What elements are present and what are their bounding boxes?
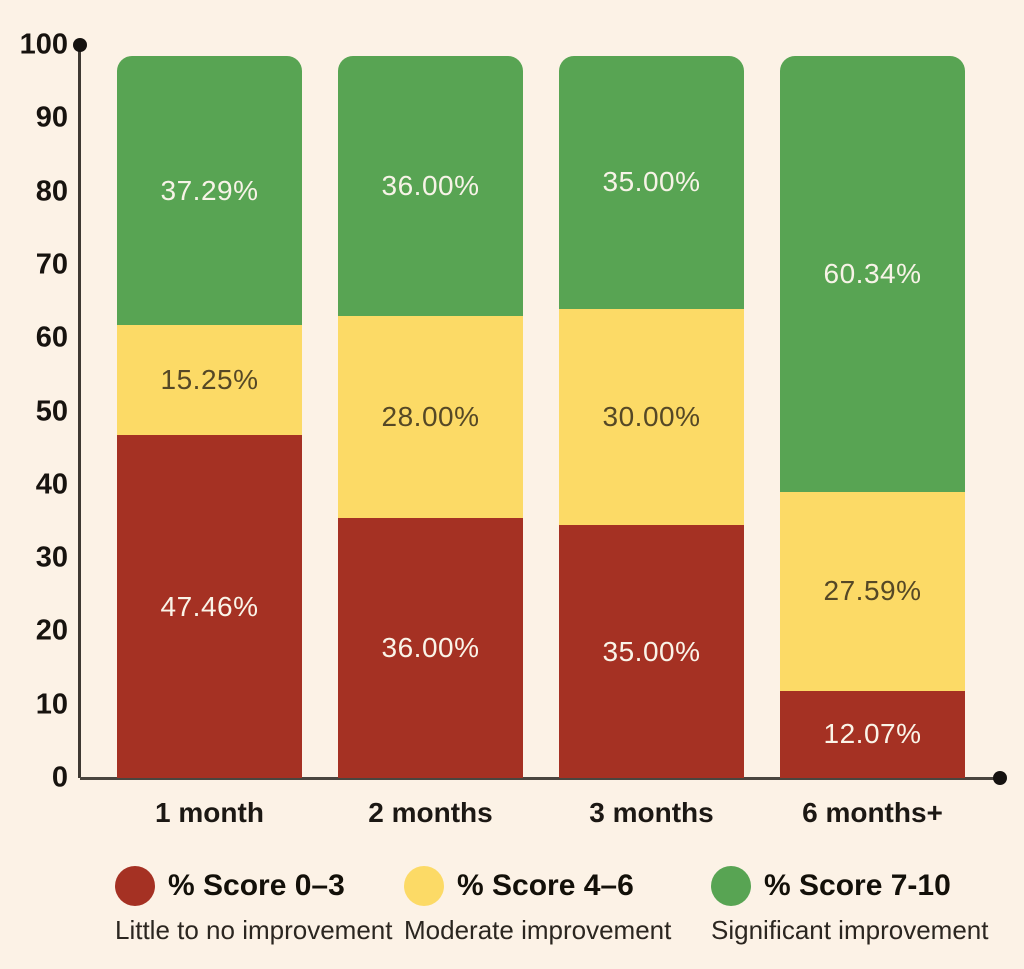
x-axis-label-3-months: 3 months bbox=[589, 797, 714, 828]
segment-pct-score-0-3-3-months: 35.00% bbox=[559, 525, 744, 778]
segment-value-label: 27.59% bbox=[823, 575, 922, 607]
segment-value-label: 35.00% bbox=[602, 166, 701, 198]
y-axis-end-dot bbox=[73, 38, 87, 52]
legend-item-pct-score-0-3: % Score 0–3 Little to no improvement bbox=[115, 866, 392, 946]
y-axis-tick-60: 60 bbox=[35, 321, 68, 354]
segment-value-label: 12.07% bbox=[823, 718, 922, 750]
legend-description: Moderate improvement bbox=[404, 915, 672, 945]
segment-pct-score-7-10-2-months: 36.00% bbox=[338, 56, 523, 316]
y-axis-tick-80: 80 bbox=[35, 175, 68, 208]
segment-pct-score-7-10-6-monthsplus: 60.34% bbox=[780, 56, 965, 492]
y-axis-tick-100: 100 bbox=[19, 28, 68, 61]
segment-value-label: 28.00% bbox=[381, 400, 480, 432]
segment-pct-score-7-10-3-months: 35.00% bbox=[559, 56, 744, 309]
y-axis-tick-70: 70 bbox=[35, 248, 68, 281]
legend-color-dot-pct-score-4-6 bbox=[404, 866, 444, 906]
segment-pct-score-4-6-3-months: 30.00% bbox=[559, 308, 744, 526]
segment-pct-score-4-6-2-months: 28.00% bbox=[338, 315, 523, 519]
y-axis-line bbox=[78, 45, 81, 778]
bar-6-monthsplus: 60.34% 27.59% 12.07% bbox=[780, 56, 965, 778]
y-axis-tick-50: 50 bbox=[35, 395, 68, 427]
bar-1-month: 37.29% 15.25% 47.46% bbox=[117, 56, 302, 778]
x-axis-label-2-months: 2 months bbox=[368, 797, 493, 828]
segment-pct-score-0-3-6-monthsplus: 12.07% bbox=[780, 690, 965, 778]
x-axis-label-6-monthsplus: 6 months+ bbox=[802, 797, 943, 828]
segment-value-label: 35.00% bbox=[602, 635, 701, 667]
segment-value-label: 15.25% bbox=[160, 364, 259, 396]
segment-value-label: 60.34% bbox=[823, 257, 922, 289]
segment-value-label: 47.46% bbox=[160, 590, 259, 622]
segment-value-label: 30.00% bbox=[602, 400, 701, 432]
bar-2-months: 36.00% 28.00% 36.00% bbox=[338, 56, 523, 778]
legend-item-pct-score-4-6: % Score 4–6 Moderate improvement bbox=[404, 866, 671, 946]
legend-title: % Score 7-10 bbox=[764, 869, 951, 902]
legend-title: % Score 0–3 bbox=[168, 869, 345, 902]
x-axis-end-dot bbox=[993, 771, 1007, 785]
bar-3-months: 35.00% 30.00% 35.00% bbox=[559, 56, 744, 778]
segment-pct-score-0-3-2-months: 36.00% bbox=[338, 518, 523, 778]
segment-pct-score-7-10-1-month: 37.29% bbox=[117, 56, 302, 326]
y-axis-tick-0: 0 bbox=[51, 761, 68, 794]
x-axis-line bbox=[80, 777, 1001, 780]
legend-color-dot-pct-score-0-3 bbox=[115, 866, 155, 906]
y-axis-tick-90: 90 bbox=[35, 101, 68, 134]
segment-value-label: 36.00% bbox=[381, 632, 480, 664]
legend-title: % Score 4–6 bbox=[457, 869, 634, 902]
legend-color-dot-pct-score-7-10 bbox=[711, 866, 751, 906]
segment-value-label: 37.29% bbox=[160, 174, 259, 206]
y-axis-tick-30: 30 bbox=[35, 541, 68, 574]
segment-pct-score-0-3-1-month: 47.46% bbox=[117, 435, 302, 778]
legend-description: Little to no improvement bbox=[115, 915, 393, 945]
legend-item-pct-score-7-10: % Score 7-10 Significant improvement bbox=[711, 866, 988, 946]
legend-head: % Score 4–6 bbox=[404, 866, 671, 906]
y-axis-tick-40: 40 bbox=[35, 468, 68, 501]
segment-pct-score-4-6-1-month: 15.25% bbox=[117, 325, 302, 436]
segment-pct-score-4-6-6-monthsplus: 27.59% bbox=[780, 491, 965, 691]
legend-description: Significant improvement bbox=[711, 915, 989, 945]
y-axis-tick-10: 10 bbox=[35, 688, 68, 721]
x-axis-label-1-month: 1 month bbox=[155, 797, 264, 828]
legend-head: % Score 7-10 bbox=[711, 866, 988, 906]
legend-head: % Score 0–3 bbox=[115, 866, 392, 906]
segment-value-label: 36.00% bbox=[381, 169, 480, 201]
y-axis-tick-20: 20 bbox=[35, 614, 68, 647]
